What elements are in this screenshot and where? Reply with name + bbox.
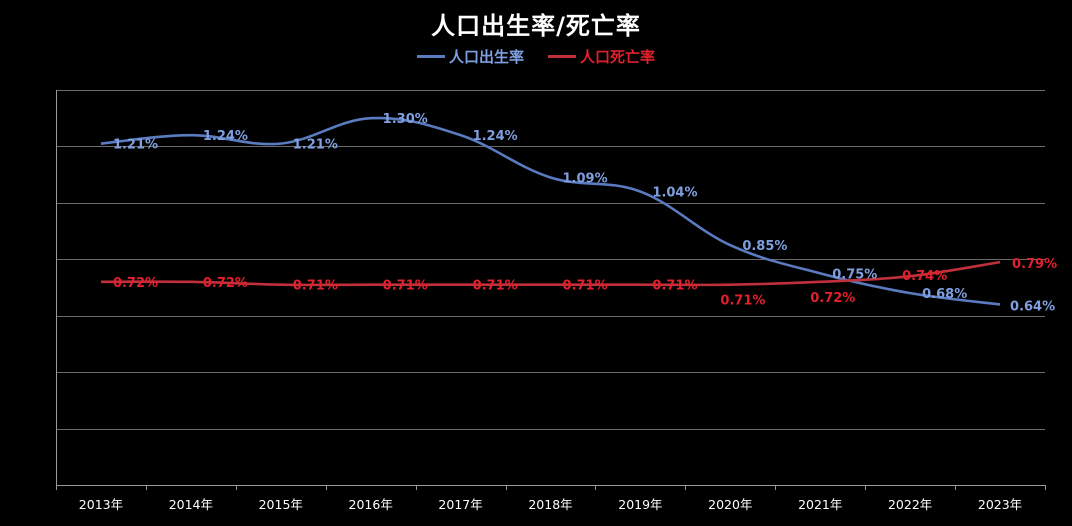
death-rate-data-label: 0.72% <box>113 276 158 291</box>
death-rate-data-label: 0.71% <box>473 279 518 294</box>
death-rate-data-label: 0.74% <box>902 269 947 284</box>
birth-rate-data-label: 0.75% <box>832 267 877 282</box>
legend-swatch-death <box>548 55 576 58</box>
x-tick-label: 2014年 <box>169 497 213 512</box>
x-tick-label: 2023年 <box>978 497 1022 512</box>
death-rate-data-label: 0.72% <box>810 291 855 306</box>
x-tick-label: 2015年 <box>259 497 303 512</box>
birth-rate-data-label: 1.21% <box>293 138 338 153</box>
birth-rate-data-label: 1.24% <box>203 129 248 144</box>
death-rate-data-label: 0.71% <box>293 279 338 294</box>
legend: 人口出生率 人口死亡率 <box>0 46 1072 67</box>
birth-rate-data-label: 1.30% <box>383 112 428 127</box>
birth-rate-data-label: 1.09% <box>563 171 608 186</box>
death-rate-data-label: 0.71% <box>652 279 697 294</box>
x-tick-label: 2017年 <box>438 497 482 512</box>
x-tick-label: 2018年 <box>528 497 572 512</box>
death-rate-line <box>100 260 1001 287</box>
birth-rate-data-label: 1.24% <box>473 129 518 144</box>
x-tick-label: 2022年 <box>888 497 932 512</box>
birth-rate-data-label: 0.85% <box>742 239 787 254</box>
x-tick-label: 2013年 <box>79 497 123 512</box>
birth-rate-data-label: 1.21% <box>113 138 158 153</box>
death-rate-data-label: 0.71% <box>563 279 608 294</box>
death-rate-data-label: 0.71% <box>383 279 428 294</box>
x-tick-label: 2016年 <box>349 497 393 512</box>
death-rate-data-label: 0.79% <box>1012 257 1057 272</box>
birth-rate-data-label: 0.68% <box>922 287 967 302</box>
legend-item-death: 人口死亡率 <box>548 46 655 67</box>
x-tick-label: 2020年 <box>708 497 752 512</box>
birth-rate-data-label: 1.04% <box>652 186 697 201</box>
legend-swatch-birth <box>416 55 445 58</box>
x-tick-label: 2021年 <box>798 497 842 512</box>
death-rate-data-label: 0.71% <box>720 294 765 309</box>
legend-item-birth: 人口出生率 <box>416 46 524 67</box>
chart-title: 人口出生率/死亡率 <box>431 12 641 40</box>
x-tick-label: 2019年 <box>618 497 662 512</box>
legend-label-birth: 人口出生率 <box>448 48 524 66</box>
death-rate-data-label: 0.72% <box>203 276 248 291</box>
birth-rate-data-label: 0.64% <box>1010 299 1055 314</box>
legend-label-death: 人口死亡率 <box>580 48 656 66</box>
